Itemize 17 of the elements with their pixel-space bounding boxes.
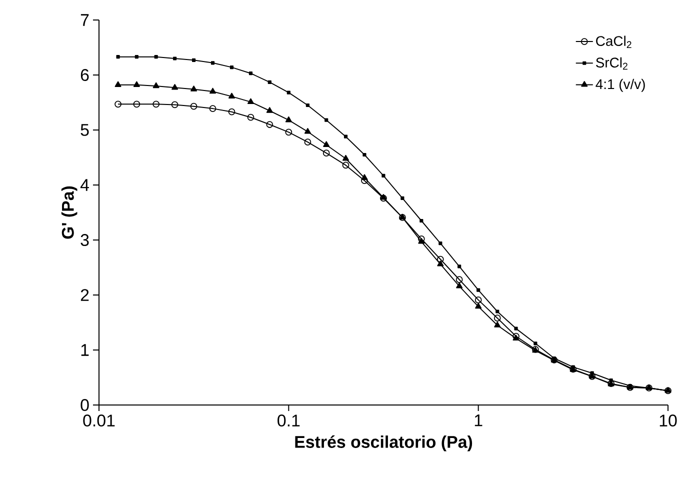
y-tick-label: 6 <box>80 69 89 82</box>
y-tick-label: 0 <box>80 399 89 411</box>
y-tick-label: 3 <box>80 234 89 246</box>
legend-label: SrCl$_{2}$ <box>596 57 628 70</box>
y-axis-title: G' (Pa) <box>61 186 78 239</box>
y-tick-label: 5 <box>80 124 89 136</box>
x-tick-label: 0.01 <box>83 414 115 427</box>
x-axis-title: Estrés oscilatorio (Pa) <box>295 435 472 452</box>
y-tick-label: 4 <box>80 179 89 191</box>
y-tick-label: 1 <box>81 344 89 356</box>
x-tick-label: 0.1 <box>278 414 300 427</box>
y-tick-label: 2 <box>80 289 89 301</box>
x-tick-label: 10 <box>660 414 677 427</box>
y-tick-label: 7 <box>80 14 89 26</box>
x-tick-label: 1 <box>474 414 482 426</box>
legend-label: CaCl$_{2}$ <box>596 36 632 48</box>
legend-label: 4:1 (v/v) <box>596 78 645 92</box>
